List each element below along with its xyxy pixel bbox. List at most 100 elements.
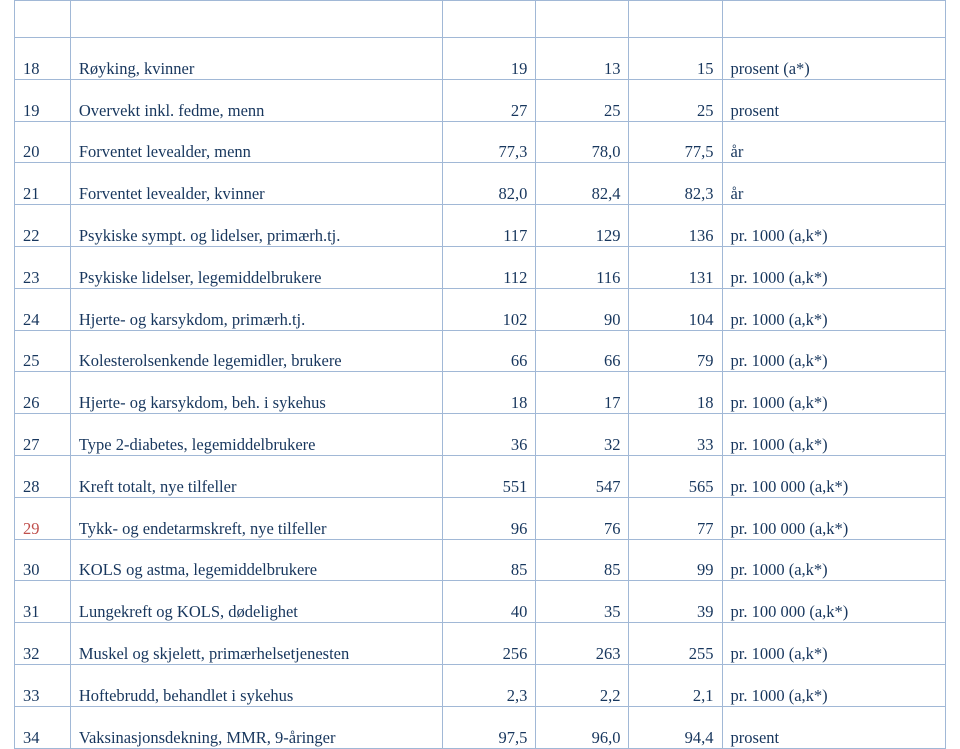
table-row: 20Forventet levealder, menn77,378,077,5å…	[15, 121, 946, 163]
row-value: 547	[536, 455, 629, 497]
row-value: 263	[536, 623, 629, 665]
row-value: 85	[443, 539, 536, 581]
row-description: Overvekt inkl. fedme, menn	[70, 79, 442, 121]
table-row: 24Hjerte- og karsykdom, primærh.tj.10290…	[15, 288, 946, 330]
row-value: 129	[536, 205, 629, 247]
row-index: 29	[15, 497, 71, 539]
row-unit: pr. 1000 (a,k*)	[722, 330, 945, 372]
row-value: 96,0	[536, 706, 629, 748]
row-unit: pr. 1000 (a,k*)	[722, 414, 945, 456]
row-description: Tykk- og endetarmskreft, nye tilfeller	[70, 497, 442, 539]
row-value: 99	[629, 539, 722, 581]
table-row: 33Hoftebrudd, behandlet i sykehus2,32,22…	[15, 664, 946, 706]
table-body: 18Røyking, kvinner191315prosent (a*)19Ov…	[15, 38, 946, 749]
table-row: 27Type 2-diabetes, legemiddelbrukere3632…	[15, 414, 946, 456]
row-description: Kreft totalt, nye tilfeller	[70, 455, 442, 497]
row-description: Psykiske sympt. og lidelser, primærh.tj.	[70, 205, 442, 247]
row-unit: år	[722, 121, 945, 163]
row-value: 35	[536, 581, 629, 623]
row-value: 565	[629, 455, 722, 497]
row-index: 25	[15, 330, 71, 372]
row-value: 36	[443, 414, 536, 456]
table-row: 21Forventet levealder, kvinner82,082,482…	[15, 163, 946, 205]
row-value: 2,3	[443, 664, 536, 706]
row-index: 32	[15, 623, 71, 665]
table-row: 19Overvekt inkl. fedme, menn272525prosen…	[15, 79, 946, 121]
row-value: 78,0	[536, 121, 629, 163]
row-value: 256	[443, 623, 536, 665]
row-unit: pr. 1000 (a,k*)	[722, 539, 945, 581]
row-value: 25	[629, 79, 722, 121]
table-row: 32Muskel og skjelett, primærhelsetjenest…	[15, 623, 946, 665]
row-unit: prosent	[722, 706, 945, 748]
row-unit: pr. 1000 (a,k*)	[722, 288, 945, 330]
row-index: 26	[15, 372, 71, 414]
table-row: 23Psykiske lidelser, legemiddelbrukere11…	[15, 246, 946, 288]
row-value: 25	[536, 79, 629, 121]
row-description: Vaksinasjonsdekning, MMR, 9-åringer	[70, 706, 442, 748]
row-description: KOLS og astma, legemiddelbrukere	[70, 539, 442, 581]
row-value: 33	[629, 414, 722, 456]
row-description: Lungekreft og KOLS, dødelighet	[70, 581, 442, 623]
row-index: 24	[15, 288, 71, 330]
row-unit: prosent	[722, 79, 945, 121]
row-value: 40	[443, 581, 536, 623]
row-description: Kolesterolsenkende legemidler, brukere	[70, 330, 442, 372]
row-value: 18	[443, 372, 536, 414]
row-value: 90	[536, 288, 629, 330]
row-value: 85	[536, 539, 629, 581]
row-value: 77,3	[443, 121, 536, 163]
table-row: 31Lungekreft og KOLS, dødelighet403539pr…	[15, 581, 946, 623]
row-unit: pr. 100 000 (a,k*)	[722, 455, 945, 497]
row-index: 19	[15, 79, 71, 121]
row-unit: pr. 1000 (a,k*)	[722, 664, 945, 706]
row-value: 82,3	[629, 163, 722, 205]
row-value: 96	[443, 497, 536, 539]
row-unit: pr. 1000 (a,k*)	[722, 372, 945, 414]
row-value: 2,2	[536, 664, 629, 706]
row-unit: prosent (a*)	[722, 38, 945, 80]
row-index: 28	[15, 455, 71, 497]
row-value: 255	[629, 623, 722, 665]
row-value: 79	[629, 330, 722, 372]
row-index: 31	[15, 581, 71, 623]
row-description: Røyking, kvinner	[70, 38, 442, 80]
row-value: 94,4	[629, 706, 722, 748]
header-cell	[70, 1, 442, 38]
row-unit: pr. 100 000 (a,k*)	[722, 497, 945, 539]
table-row: 29Tykk- og endetarmskreft, nye tilfeller…	[15, 497, 946, 539]
row-value: 27	[443, 79, 536, 121]
header-cell	[629, 1, 722, 38]
row-description: Hjerte- og karsykdom, primærh.tj.	[70, 288, 442, 330]
row-index: 30	[15, 539, 71, 581]
row-index: 18	[15, 38, 71, 80]
table-row: 22Psykiske sympt. og lidelser, primærh.t…	[15, 205, 946, 247]
row-index: 21	[15, 163, 71, 205]
row-value: 18	[629, 372, 722, 414]
row-index: 33	[15, 664, 71, 706]
row-value: 82,0	[443, 163, 536, 205]
table-row: 18Røyking, kvinner191315prosent (a*)	[15, 38, 946, 80]
row-description: Type 2-diabetes, legemiddelbrukere	[70, 414, 442, 456]
row-description: Hoftebrudd, behandlet i sykehus	[70, 664, 442, 706]
row-value: 32	[536, 414, 629, 456]
row-value: 102	[443, 288, 536, 330]
row-value: 551	[443, 455, 536, 497]
row-value: 131	[629, 246, 722, 288]
table-row: 28Kreft totalt, nye tilfeller551547565pr…	[15, 455, 946, 497]
table-header-row	[15, 1, 946, 38]
row-description: Hjerte- og karsykdom, beh. i sykehus	[70, 372, 442, 414]
row-value: 77,5	[629, 121, 722, 163]
row-value: 15	[629, 38, 722, 80]
row-value: 97,5	[443, 706, 536, 748]
row-value: 17	[536, 372, 629, 414]
row-value: 2,1	[629, 664, 722, 706]
row-value: 77	[629, 497, 722, 539]
table-row: 25Kolesterolsenkende legemidler, brukere…	[15, 330, 946, 372]
row-value: 13	[536, 38, 629, 80]
row-value: 66	[536, 330, 629, 372]
header-cell	[443, 1, 536, 38]
health-indicators-table: 18Røyking, kvinner191315prosent (a*)19Ov…	[14, 0, 946, 749]
row-value: 116	[536, 246, 629, 288]
row-value: 104	[629, 288, 722, 330]
